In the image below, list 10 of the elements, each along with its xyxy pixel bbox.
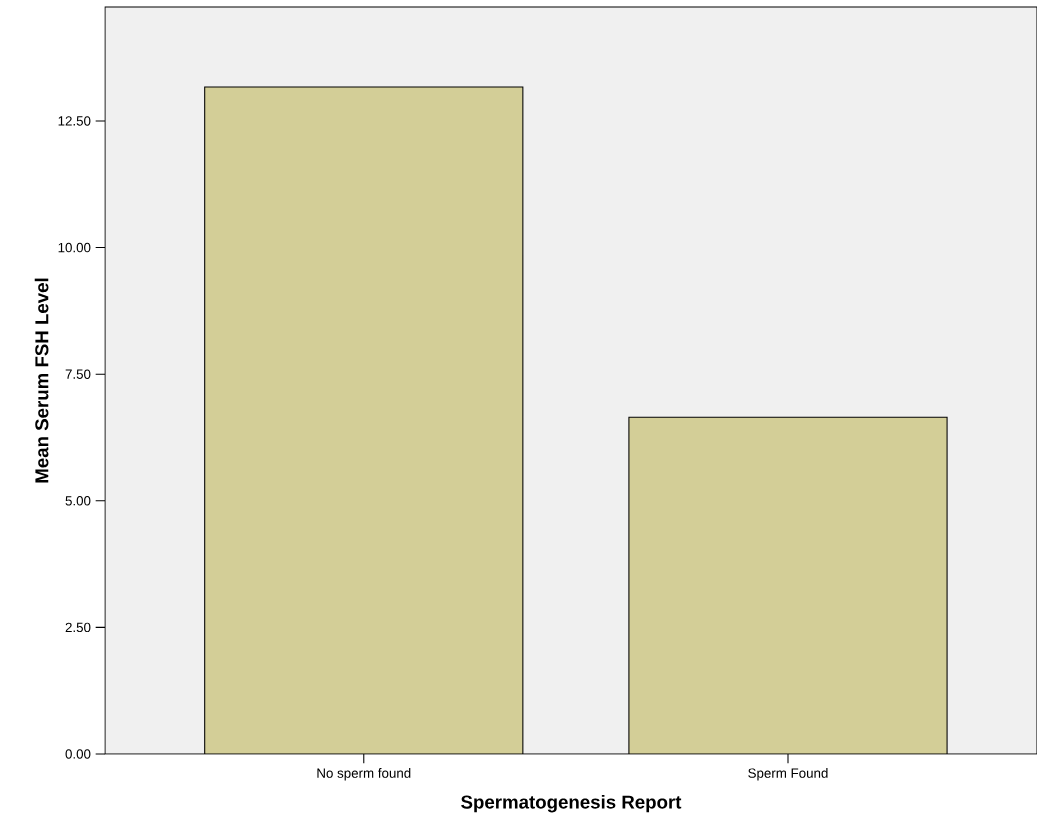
x-axis-title: Spermatogenesis Report bbox=[461, 794, 682, 813]
y-axis-title: Mean Serum FSH Level bbox=[34, 278, 49, 483]
y-tick-label: 7.50 bbox=[65, 369, 91, 379]
y-tick-label: 2.50 bbox=[65, 622, 91, 633]
y-tick-label: 10.00 bbox=[58, 242, 91, 253]
y-tick-label: 12.50 bbox=[58, 116, 91, 126]
y-tick-label: 5.00 bbox=[65, 496, 91, 506]
x-tick-label: No sperm found bbox=[317, 768, 411, 781]
y-tick-label: 0.00 bbox=[65, 749, 91, 759]
x-tick-label: Sperm Found bbox=[748, 768, 828, 781]
